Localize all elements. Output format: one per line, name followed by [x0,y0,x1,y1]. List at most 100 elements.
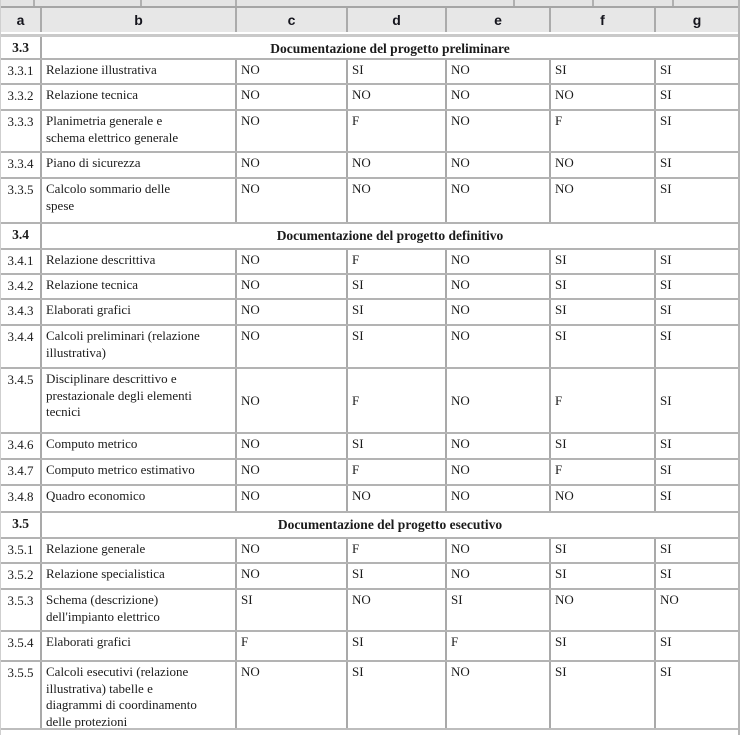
table-row: 3.3.5 Calcolo sommario delle spese NO NO NO N… [1,179,738,224]
value-cell: SI [348,434,445,458]
row-id: 3.5.4 [1,632,40,660]
section-title: Documentazione del progetto esecutivo [42,513,738,537]
row-label: Calcolo sommario delle spese [42,179,235,222]
table-row: 3.4.3 Elaborati grafici NO SI NO SI SI [1,300,738,326]
value-cell: SI [656,369,738,432]
value-cell: NO [237,85,346,109]
value-cell: NO [551,153,654,177]
value-cell: SI [656,632,738,660]
row-label: Relazione tecnica [42,275,235,298]
table-row: 3.5.1 Relazione generale NO F NO SI SI [1,539,738,564]
row-label: Computo metrico estimativo [42,460,235,484]
column-header-f: f [551,8,654,32]
row-label: Planimetria generale e schema elettrico … [42,111,235,151]
value-cell: NO [237,60,346,83]
header-divider [1,32,738,34]
edge-cell [35,0,140,6]
value-cell: NO [551,85,654,109]
table-row: 3.3.1 Relazione illustrativa NO SI NO SI SI [1,60,738,85]
value-cell: NO [237,460,346,484]
column-header-g: g [656,8,738,32]
value-cell: SI [348,632,445,660]
section-row: 3.5 Documentazione del progetto esecutivo [1,513,738,539]
value-cell: F [348,111,445,151]
section-title: Documentazione del progetto preliminare [42,37,738,58]
value-cell: F [551,369,654,432]
value-cell: NO [237,369,346,432]
value-cell: F [348,369,445,432]
row-id: 3.4.2 [1,275,40,298]
value-cell: SI [551,60,654,83]
value-cell: NO [447,460,549,484]
table-row: 3.4.4 Calcoli preliminari (relazione illu… [1,326,738,369]
value-cell: SI [551,662,654,728]
table-row: 3.4.1 Relazione descrittiva NO F NO SI SI [1,250,738,275]
value-cell: SI [348,564,445,588]
value-cell: SI [656,300,738,324]
column-header-e: e [447,8,549,32]
table-row: 3.3.3 Planimetria generale e schema elett… [1,111,738,153]
row-label: Relazione tecnica [42,85,235,109]
value-cell: SI [551,300,654,324]
row-id: 3.3.5 [1,179,40,222]
value-cell: NO [237,111,346,151]
section-row: 3.3 Documentazione del progetto prelimina… [1,37,738,60]
previous-table-bottom-edge [1,0,738,8]
value-cell: NO [447,539,549,562]
row-label: Quadro economico [42,486,235,511]
value-cell: NO [447,60,549,83]
value-cell: NO [237,250,346,273]
edge-cell [594,0,672,6]
value-cell: NO [348,153,445,177]
row-id: 3.4.7 [1,460,40,484]
value-cell: F [551,460,654,484]
row-label: Schema (descrizione) dell'impianto elett… [42,590,235,630]
value-cell: NO [348,85,445,109]
table-row: 3.5.4 Elaborati grafici F SI F SI SI [1,632,738,662]
row-label: Computo metrico [42,434,235,458]
value-cell: NO [447,564,549,588]
column-header-c: c [237,8,346,32]
header-divider-line [1,34,738,37]
section-row: 3.4 Documentazione del progetto definitiv… [1,224,738,250]
row-label: Relazione illustrativa [42,60,235,83]
value-cell: F [348,539,445,562]
table-row: 3.5.5 Calcoli esecutivi (relazione illust… [1,662,738,730]
row-id: 3.3.1 [1,60,40,83]
row-id: 3.5.2 [1,564,40,588]
section-id: 3.3 [1,37,40,58]
edge-cell [142,0,235,6]
table-body: 3.3 Documentazione del progetto prelimina… [1,37,738,730]
table-row: 3.5.3 Schema (descrizione) dell'impianto … [1,590,738,632]
value-cell: SI [348,60,445,83]
value-cell: NO [447,250,549,273]
value-cell: SI [656,153,738,177]
value-cell: SI [656,60,738,83]
value-cell: NO [447,111,549,151]
row-label: Relazione descrittiva [42,250,235,273]
value-cell: NO [447,275,549,298]
value-cell: NO [237,179,346,222]
value-cell: SI [348,275,445,298]
row-label: Relazione specialistica [42,564,235,588]
section-title: Documentazione del progetto definitivo [42,224,738,248]
value-cell: SI [656,662,738,728]
value-cell: SI [551,632,654,660]
edge-cell [1,0,33,6]
row-label: Elaborati grafici [42,632,235,660]
section-id: 3.4 [1,224,40,248]
row-id: 3.3.4 [1,153,40,177]
value-cell: SI [348,300,445,324]
value-cell: NO [551,590,654,630]
value-cell: NO [348,486,445,511]
row-id: 3.5.5 [1,662,40,728]
value-cell: NO [447,179,549,222]
value-cell: SI [656,111,738,151]
value-cell: F [551,111,654,151]
value-cell: NO [237,564,346,588]
table-row: 3.3.2 Relazione tecnica NO NO NO NO SI [1,85,738,111]
value-cell: NO [348,590,445,630]
value-cell: SI [551,539,654,562]
value-cell: NO [237,300,346,324]
